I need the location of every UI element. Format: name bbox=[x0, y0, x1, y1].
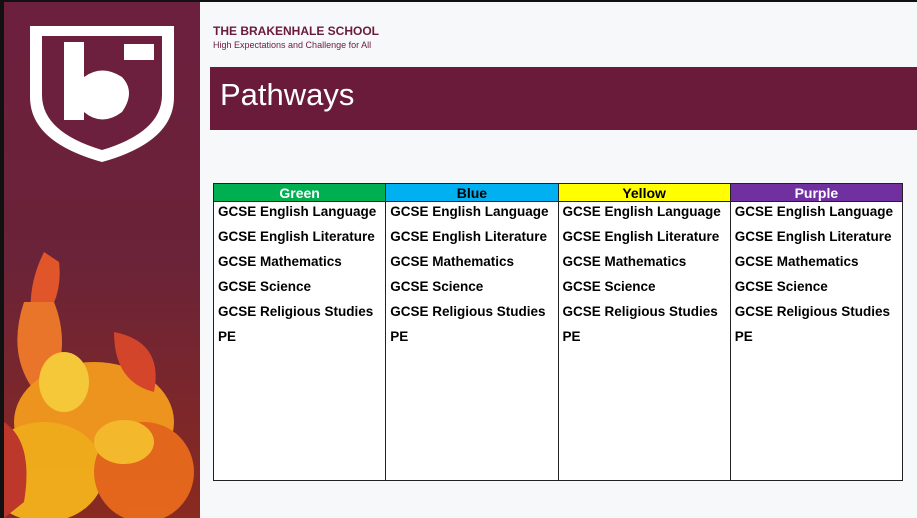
subject: GCSE Mathematics bbox=[218, 254, 342, 269]
subject: GCSE Mathematics bbox=[734, 254, 859, 269]
column-header: Green bbox=[212, 183, 387, 202]
column-cell: GCSE English Language GCSE English Litera… bbox=[557, 201, 731, 481]
subject: GCSE English Language bbox=[562, 204, 721, 219]
column-cell: GCSE English Language GCSE English Litera… bbox=[385, 201, 559, 481]
subject: GCSE Science bbox=[390, 279, 484, 294]
header-row: Green Blue Yellow Purple bbox=[212, 183, 904, 202]
side-panel bbox=[4, 2, 200, 518]
subject: GCSE Religious Studies bbox=[734, 304, 891, 319]
column-header: Blue bbox=[385, 183, 559, 202]
subject: GCSE English Language bbox=[218, 204, 377, 219]
column-cell: GCSE English Language GCSE English Litera… bbox=[212, 201, 387, 481]
pathways-table: Green Blue Yellow Purple GCSE English Langu… bbox=[212, 183, 904, 481]
subject: GCSE Religious Studies bbox=[562, 304, 718, 319]
body-row: GCSE English Language GCSE English Litera… bbox=[212, 201, 904, 481]
subject: GCSE Religious Studies bbox=[218, 304, 374, 319]
subject: GCSE Mathematics bbox=[562, 254, 687, 269]
subject: GCSE English Literature bbox=[390, 229, 548, 244]
subject: GCSE English Language bbox=[734, 204, 894, 219]
column-header: Purple bbox=[729, 183, 904, 202]
subject: GCSE English Language bbox=[390, 204, 549, 219]
title-bar: Pathways bbox=[210, 67, 917, 130]
subject: GCSE Mathematics bbox=[390, 254, 515, 269]
subject: GCSE Science bbox=[562, 279, 656, 294]
subject: GCSE Science bbox=[734, 279, 828, 294]
tagline: High Expectations and Challenge for All bbox=[213, 40, 372, 50]
subject: GCSE English Literature bbox=[562, 229, 720, 244]
school-name: THE BRAKENHALE SCHOOL bbox=[213, 24, 380, 38]
subject: GCSE English Literature bbox=[734, 229, 892, 244]
slide-title: Pathways bbox=[220, 77, 355, 112]
column-header: Yellow bbox=[557, 183, 731, 202]
subject: PE bbox=[390, 329, 409, 344]
subject: GCSE English Literature bbox=[218, 229, 375, 244]
column-cell: GCSE English Language GCSE English Litera… bbox=[729, 201, 904, 481]
subject: GCSE Religious Studies bbox=[390, 304, 546, 319]
subject: GCSE Science bbox=[218, 279, 312, 294]
subject: PE bbox=[218, 329, 237, 344]
subject: PE bbox=[734, 329, 753, 344]
subject: PE bbox=[562, 329, 581, 344]
